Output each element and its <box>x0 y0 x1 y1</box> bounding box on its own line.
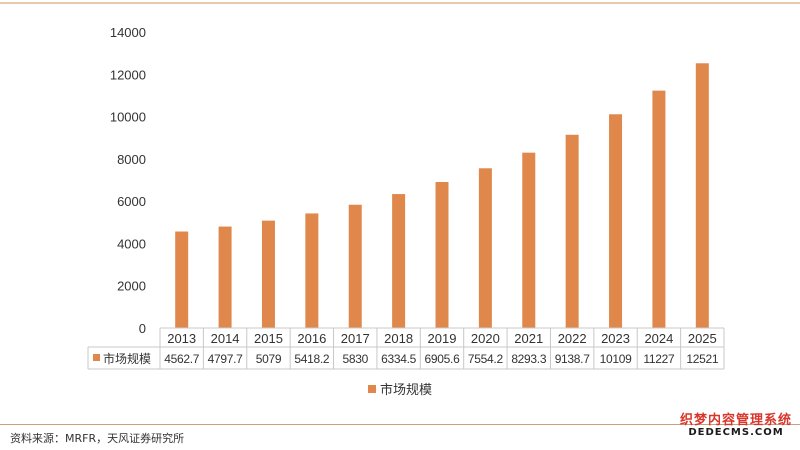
source-note: 资料来源：MRFR，天风证券研究所 <box>10 432 185 445</box>
data-label: 10109 <box>600 352 632 366</box>
bar <box>565 134 579 328</box>
x-tick-label: 2013 <box>167 331 196 346</box>
bar <box>261 220 275 328</box>
bar <box>695 63 709 329</box>
top-rule <box>0 2 800 4</box>
bar <box>392 194 406 328</box>
data-label: 7554.2 <box>468 352 504 366</box>
table-row-label: 市场规模 <box>103 351 151 366</box>
data-label: 9138.7 <box>555 352 591 366</box>
bar <box>175 231 189 328</box>
x-tick-label: 2015 <box>254 331 283 346</box>
data-label: 8293.3 <box>511 352 547 366</box>
bar <box>522 152 536 328</box>
y-tick-label: 12000 <box>110 67 146 82</box>
bottom-rule <box>0 424 800 425</box>
y-tick-label: 4000 <box>117 236 146 251</box>
data-table: 2013 2014 2015 2016 2017 2018 2019 2020 2021 2022… <box>87 327 725 370</box>
y-axis: 0 2000 4000 6000 8000 10000 12000 14000 <box>110 25 146 336</box>
bar <box>348 204 362 328</box>
x-tick-label: 2016 <box>297 331 326 346</box>
bar <box>652 90 666 328</box>
y-tick-label: 2000 <box>117 279 146 294</box>
x-tick-label: 2017 <box>341 331 370 346</box>
data-label: 6905.6 <box>425 352 461 366</box>
watermark-line-1: 织梦内容管理系统 <box>679 413 792 428</box>
table-legend-key <box>93 354 100 361</box>
y-tick-label: 14000 <box>110 25 146 40</box>
data-label: 4562.7 <box>164 352 200 366</box>
y-tick-label: 10000 <box>110 110 146 125</box>
x-tick-label: 2021 <box>514 331 543 346</box>
x-tick-label: 2022 <box>558 331 587 346</box>
bar <box>305 213 319 328</box>
data-label: 6334.5 <box>381 352 417 366</box>
data-label: 11227 <box>643 352 675 366</box>
legend-label: 市场规模 <box>380 382 432 397</box>
watermark-line-2: DEDECMS.COM <box>688 426 784 438</box>
data-label: 5418.2 <box>294 352 330 366</box>
bar <box>435 182 449 328</box>
y-tick-label: 0 <box>139 321 146 336</box>
bar <box>478 168 492 328</box>
x-tick-label: 2019 <box>428 331 457 346</box>
x-tick-label: 2020 <box>471 331 500 346</box>
data-label: 5830 <box>342 352 368 366</box>
data-label: 4797.7 <box>208 352 244 366</box>
legend: 市场规模 <box>368 382 432 397</box>
x-tick-label: 2018 <box>384 331 413 346</box>
y-tick-label: 6000 <box>117 194 146 209</box>
x-tick-label: 2023 <box>601 331 630 346</box>
data-label: 12521 <box>686 352 718 366</box>
y-tick-label: 8000 <box>117 152 146 167</box>
x-tick-label: 2014 <box>211 331 240 346</box>
data-label: 5079 <box>256 352 282 366</box>
bar <box>609 114 623 329</box>
watermark: 织梦内容管理系统 DEDECMS.COM <box>680 414 792 438</box>
x-tick-label: 2024 <box>644 331 673 346</box>
bars <box>175 63 709 329</box>
x-tick-label: 2025 <box>688 331 717 346</box>
legend-key <box>368 385 376 393</box>
bar <box>218 226 232 328</box>
